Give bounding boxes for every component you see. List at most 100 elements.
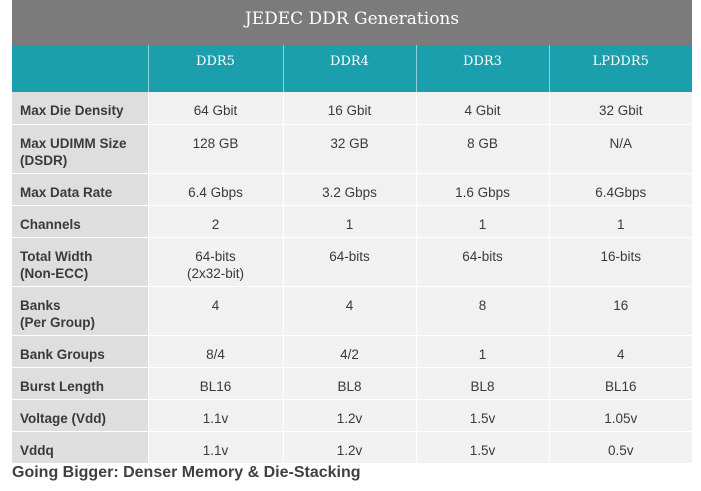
row-label-line: Banks	[20, 297, 61, 313]
cell-value: 64-bits	[462, 248, 503, 264]
table-cell: 1	[415, 334, 549, 367]
cell-value: 1	[616, 216, 625, 232]
table-row: Vddq 1.1v 1.2v 1.5v 0.5v	[12, 430, 692, 463]
cell-value: N/A	[609, 135, 632, 151]
row-label: Vddq	[12, 430, 148, 463]
table-cell: 4	[147, 285, 283, 335]
table-cell: 1	[548, 204, 692, 237]
row-label-line: Total Width	[20, 248, 93, 264]
row-label: Max Die Density	[12, 92, 148, 124]
cell-value: 8/4	[206, 346, 225, 362]
table-title: JEDEC DDR Generations	[12, 0, 692, 45]
cell-value: 64-bits	[329, 248, 370, 264]
cell-value: 1.05v	[604, 410, 638, 426]
table-body: Max Die Density 64 Gbit 16 Gbit 4 Gbit 32 Gb…	[12, 92, 692, 463]
table-row: Max Die Density 64 Gbit 16 Gbit 4 Gbit 32 Gb…	[12, 92, 692, 124]
cell-value: 0.5v	[607, 442, 634, 458]
table-cell: 6.4 Gbps	[147, 172, 283, 205]
table-row: Burst Length BL16 BL8 BL8 BL16	[12, 366, 692, 399]
cell-value: BL16	[199, 378, 232, 394]
table-cell: 1	[415, 204, 549, 237]
cell-value: (2x32-bit)	[186, 265, 245, 281]
row-label: Bank Groups	[12, 334, 148, 367]
cell-value: 1	[345, 216, 354, 232]
row-label-line: Max Data Rate	[20, 184, 113, 200]
table-cell: 16	[548, 285, 692, 335]
table-cell: 6.4Gbps	[548, 172, 692, 205]
table-row: Max Data Rate 6.4 Gbps 3.2 Gbps 1.6 Gbps 6.4…	[12, 172, 692, 205]
cell-value: 6.4 Gbps	[188, 184, 243, 200]
cell-value: 1.5v	[469, 442, 496, 458]
table-cell: 4	[282, 285, 416, 335]
cell-value: 2	[211, 216, 220, 232]
table-row: Max UDIMM Size (DSDR) 128 GB 32 GB 8 GB N/A	[12, 123, 692, 173]
cell-value: 1.1v	[202, 410, 229, 426]
table-cell: 1.2v	[282, 430, 416, 463]
cell-value: 16	[613, 297, 629, 313]
table-cell: BL8	[282, 366, 416, 399]
row-label: Channels	[12, 204, 148, 237]
table-cell: 32 Gbit	[548, 92, 692, 124]
table-cell: 16-bits	[548, 236, 692, 286]
row-label: Banks (Per Group)	[12, 285, 148, 335]
row-label-line: Burst Length	[20, 378, 104, 394]
cell-value: 1.2v	[336, 410, 363, 426]
table-cell: N/A	[548, 123, 692, 173]
table-cell: 4 Gbit	[415, 92, 549, 124]
cell-value: 6.4Gbps	[595, 184, 647, 200]
cell-value: 8	[478, 297, 487, 313]
row-label-line: Channels	[20, 216, 81, 232]
table-cell: 64-bits	[282, 236, 416, 286]
table-row: Banks (Per Group) 4 4 8 16	[12, 285, 692, 335]
row-label: Max Data Rate	[12, 172, 148, 205]
cell-value: 3.2 Gbps	[322, 184, 377, 200]
row-label-line: Voltage (Vdd)	[20, 410, 106, 426]
table-cell: 8	[415, 285, 549, 335]
table-cell: 2	[147, 204, 283, 237]
row-label-line: Bank Groups	[20, 346, 105, 362]
comparison-panel: JEDEC DDR Generations DDR5 DDR4 DDR3 LPD…	[12, 0, 692, 463]
table-header: DDR5 DDR4 DDR3 LPDDR5	[12, 45, 692, 92]
table-row: Bank Groups 8/4 4/2 1 4	[12, 334, 692, 367]
table-cell: 16 Gbit	[282, 92, 416, 124]
row-label-line: Max UDIMM Size	[20, 135, 127, 151]
cell-value: 32 Gbit	[598, 103, 643, 118]
column-header-blank	[12, 45, 148, 92]
row-label: Max UDIMM Size (DSDR)	[12, 123, 148, 173]
row-label: Total Width (Non-ECC)	[12, 236, 148, 286]
cell-value: 1	[478, 216, 487, 232]
table-cell: 1.05v	[548, 398, 692, 431]
ddr-comparison-table: DDR5 DDR4 DDR3 LPDDR5 Max Die Density 64 …	[12, 45, 692, 463]
row-label-line: (Non-ECC)	[20, 265, 89, 281]
caption: Going Bigger: Denser Memory & Die-Stacki…	[12, 464, 361, 481]
header-row: DDR5 DDR4 DDR3 LPDDR5	[12, 45, 692, 92]
table-row: Channels 2 1 1 1	[12, 204, 692, 237]
cell-value: 1.2v	[336, 442, 363, 458]
table-cell: 64-bits (2x32-bit)	[147, 236, 283, 286]
column-header-lpddr5: LPDDR5	[548, 45, 692, 92]
table-cell: BL8	[415, 366, 549, 399]
table-cell: 0.5v	[548, 430, 692, 463]
table-cell: 8 GB	[415, 123, 549, 173]
cell-value: 128 GB	[192, 135, 239, 151]
table-cell: 1.1v	[147, 398, 283, 431]
column-header-ddr3: DDR3	[415, 45, 549, 92]
table-cell: BL16	[548, 366, 692, 399]
table-cell: 3.2 Gbps	[282, 172, 416, 205]
table-cell: 1.5v	[415, 430, 549, 463]
table-row: Total Width (Non-ECC) 64-bits (2x32-bit) 64-…	[12, 236, 692, 286]
cell-value: 4	[211, 297, 220, 313]
row-label-line: Vddq	[20, 442, 54, 458]
table-cell: 4	[548, 334, 692, 367]
cell-value: 1	[478, 346, 487, 362]
table-cell: 4/2	[282, 334, 416, 367]
row-label: Voltage (Vdd)	[12, 398, 148, 431]
cell-value: 64 Gbit	[193, 103, 238, 118]
cell-value: 4/2	[340, 346, 359, 362]
cell-value: 32 GB	[330, 135, 369, 151]
cell-value: BL8	[470, 378, 495, 394]
cell-value: 16-bits	[600, 248, 642, 264]
cell-value: 64-bits	[195, 248, 236, 264]
table-cell: 1.2v	[282, 398, 416, 431]
table-cell: 128 GB	[147, 123, 283, 173]
